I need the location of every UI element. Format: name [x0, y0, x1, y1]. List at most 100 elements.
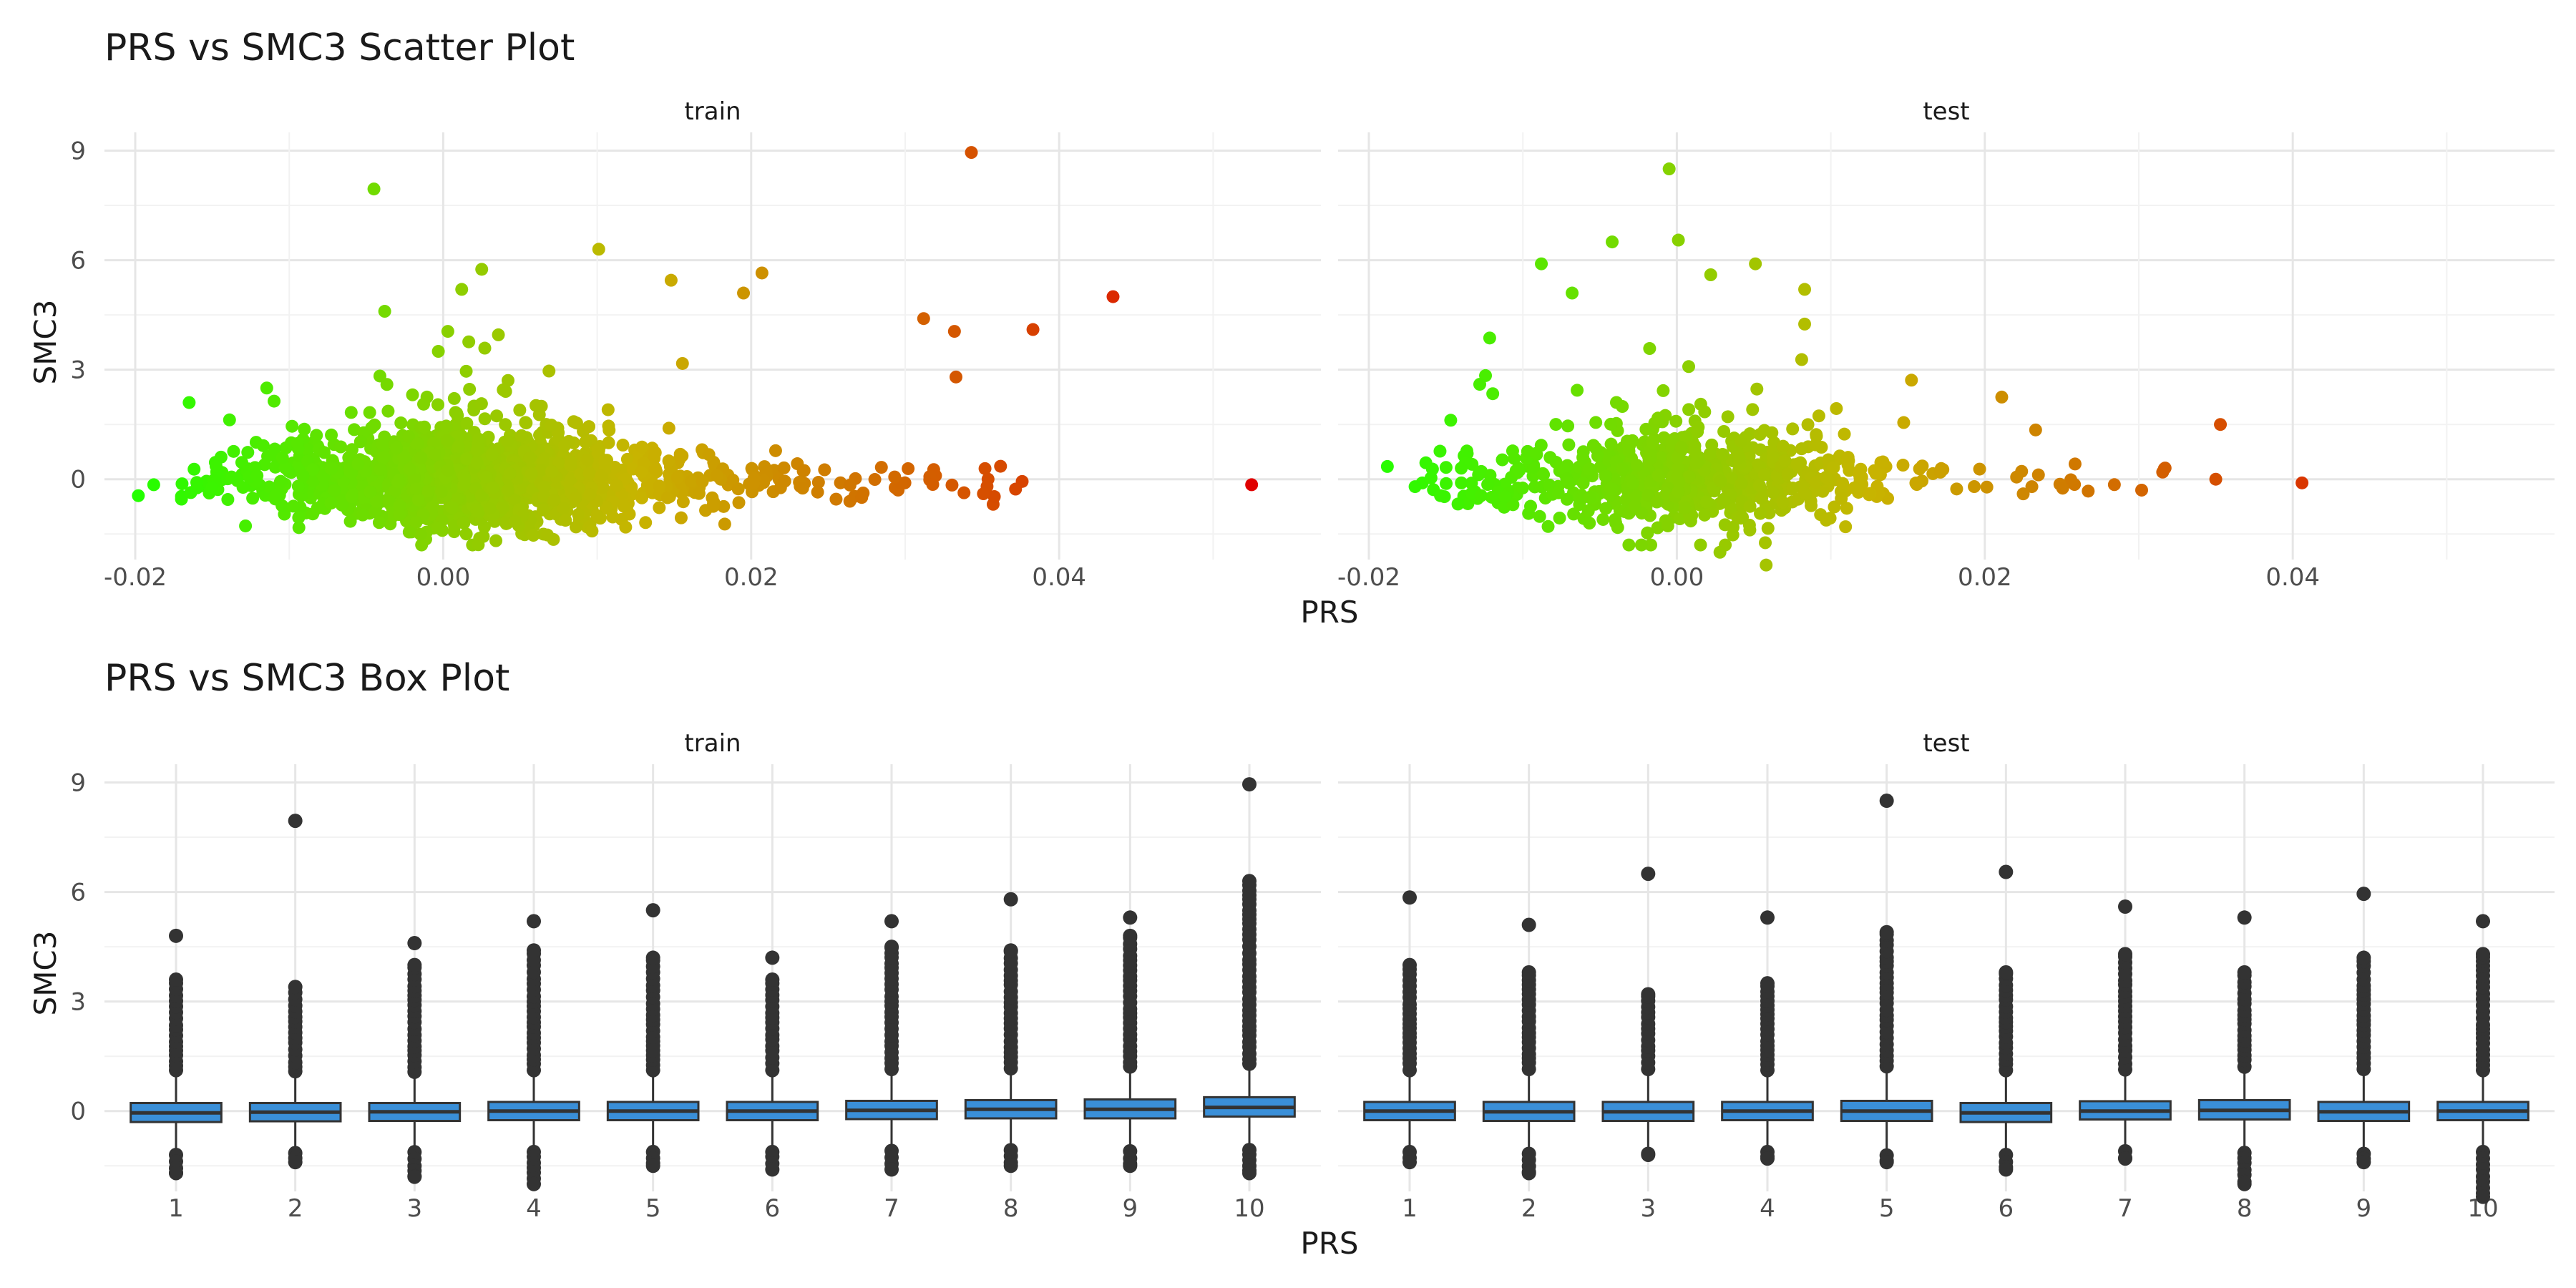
- scatter-point: [843, 478, 857, 492]
- scatter-point: [1690, 456, 1704, 469]
- scatter-point: [364, 485, 377, 499]
- scatter-point: [1836, 477, 1850, 490]
- scatter-point: [1582, 462, 1596, 476]
- scatter-point: [1644, 538, 1657, 552]
- scatter-point: [429, 448, 442, 462]
- scatter-point: [1524, 499, 1538, 513]
- box-x-tick-label: 3: [407, 1194, 423, 1223]
- scatter-point: [325, 428, 338, 441]
- scatter-point: [1424, 471, 1438, 484]
- scatter-point: [1721, 410, 1735, 424]
- scatter-point: [635, 440, 649, 454]
- box-x-tick-label: 1: [1402, 1194, 1418, 1223]
- scatter-point: [1809, 438, 1823, 452]
- scatter-point: [409, 516, 423, 530]
- scatter-point: [1669, 414, 1683, 428]
- scatter-point: [175, 477, 189, 491]
- scatter-title: PRS vs SMC3 Scatter Plot: [104, 26, 575, 69]
- scatter-point: [1713, 545, 1727, 559]
- scatter-point: [409, 482, 423, 496]
- scatter-point: [1451, 497, 1465, 511]
- scatter-point: [601, 403, 615, 416]
- scatter-point: [373, 369, 386, 383]
- scatter-point: [829, 492, 843, 506]
- box-outlier: [1123, 1158, 1138, 1174]
- box-outlier: [884, 914, 899, 929]
- scatter-point: [1761, 522, 1775, 535]
- scatter-point: [1106, 290, 1120, 303]
- scatter-point: [2214, 418, 2228, 431]
- scatter-point: [260, 381, 273, 395]
- scatter-point: [945, 478, 959, 492]
- scatter-point: [477, 530, 490, 543]
- scatter-point: [507, 492, 521, 506]
- box-outlier: [1999, 864, 2014, 879]
- scatter-point: [500, 434, 514, 448]
- scatter-point: [1698, 405, 1712, 419]
- box-outlier: [2356, 1155, 2371, 1170]
- scatter-point: [470, 443, 484, 457]
- scatter-point: [478, 412, 492, 426]
- scatter-point: [414, 527, 427, 541]
- box-outlier: [288, 814, 303, 829]
- box-outlier: [2476, 1189, 2490, 1204]
- scatter-point: [369, 494, 383, 508]
- scatter-point: [1444, 414, 1458, 427]
- scatter-point: [2107, 478, 2121, 492]
- scatter-point: [537, 480, 551, 494]
- scatter-point: [557, 502, 570, 515]
- scatter-point: [888, 470, 902, 484]
- box-outlier: [2476, 947, 2490, 962]
- scatter-point: [676, 495, 690, 509]
- box-outlier: [1521, 1166, 1536, 1181]
- scatter-point: [583, 488, 597, 502]
- scatter-point: [1835, 492, 1848, 505]
- box-outlier: [645, 903, 660, 918]
- scatter-point: [1678, 501, 1692, 514]
- box-outlier: [2237, 1176, 2252, 1191]
- scatter-point: [403, 462, 416, 476]
- scatter-point: [406, 388, 419, 401]
- scatter-point: [1724, 472, 1738, 485]
- box-outlier: [2356, 887, 2371, 902]
- scatter-point: [1498, 490, 1512, 504]
- scatter-point: [374, 462, 387, 476]
- scatter-point: [1652, 411, 1665, 425]
- scatter-point: [1841, 451, 1855, 464]
- scatter-point: [441, 463, 455, 477]
- scatter-point: [310, 429, 323, 442]
- scatter-point: [525, 467, 538, 481]
- scatter-point: [778, 474, 791, 488]
- scatter-point: [1026, 323, 1040, 336]
- box-outlier: [407, 936, 422, 951]
- scatter-point: [1641, 526, 1654, 540]
- scatter-point: [653, 501, 666, 514]
- scatter-point: [287, 499, 301, 513]
- box-outlier: [169, 1166, 183, 1181]
- scatter-point: [472, 505, 485, 519]
- scatter-point: [1672, 484, 1685, 498]
- scatter-point: [1950, 482, 1963, 496]
- scatter-point: [868, 473, 882, 487]
- scatter-point: [1651, 521, 1664, 535]
- scatter-point: [523, 451, 537, 464]
- scatter-y-tick-label: 3: [70, 356, 86, 385]
- scatter-point: [635, 465, 648, 479]
- scatter-point: [2016, 487, 2030, 501]
- scatter-facet-test-label: test: [1923, 97, 1969, 126]
- scatter-point: [451, 409, 464, 422]
- scatter-point: [1616, 462, 1629, 476]
- box-outlier: [1242, 777, 1257, 792]
- scatter-point: [391, 475, 405, 489]
- scatter-x-tick-label: 0.02: [1958, 563, 2012, 592]
- scatter-point: [1440, 477, 1453, 490]
- scatter-point: [660, 491, 674, 504]
- scatter-point: [1473, 378, 1486, 391]
- box-x-tick-label: 10: [1234, 1194, 1264, 1223]
- scatter-point: [1589, 416, 1603, 429]
- scatter-point: [957, 486, 971, 499]
- scatter-point: [492, 328, 505, 341]
- scatter-point: [1798, 317, 1812, 331]
- box-outlier: [1003, 943, 1018, 958]
- scatter-point: [582, 420, 596, 434]
